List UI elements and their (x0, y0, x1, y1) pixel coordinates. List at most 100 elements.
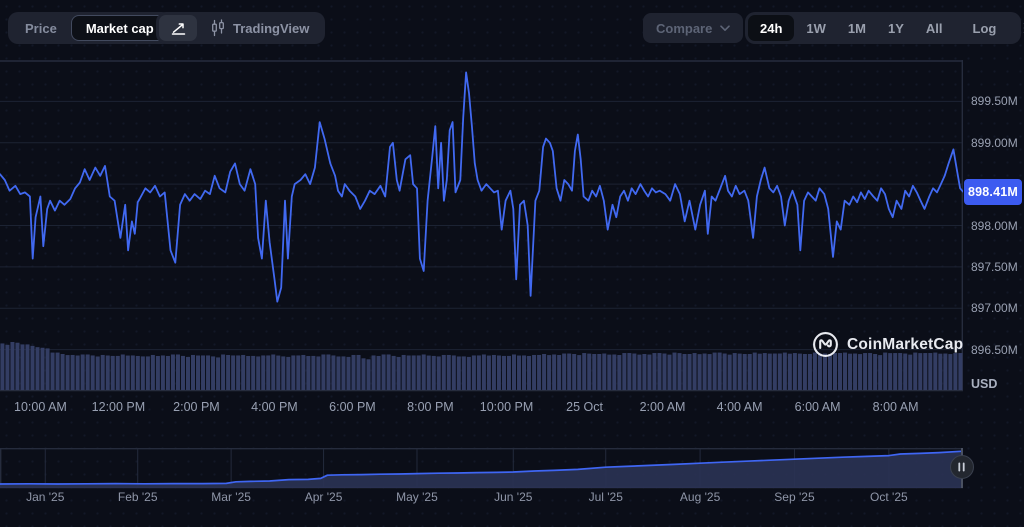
volume-bar (923, 353, 928, 390)
volume-bar (577, 355, 582, 390)
volume-bar (948, 354, 953, 390)
volume-bar (928, 353, 933, 390)
chart-type-toggle: TradingView (156, 12, 326, 44)
volume-bar (5, 344, 10, 390)
volume-bar (436, 356, 441, 390)
volume-bar (120, 354, 125, 390)
range-1m-button[interactable]: 1M (838, 15, 876, 41)
volume-bar (792, 353, 797, 390)
range-handle-circle[interactable] (950, 455, 974, 479)
volume-bar (471, 355, 476, 390)
volume-bar (903, 353, 908, 390)
tradingview-button[interactable]: TradingView (197, 15, 322, 41)
volume-bar (216, 357, 221, 390)
range-24h-button[interactable]: 24h (748, 15, 795, 41)
volume-bar (552, 354, 557, 390)
volume-bar (481, 354, 486, 390)
volume-bar (386, 354, 391, 390)
current-value-badge: 898.41M (964, 178, 1022, 205)
chevron-down-icon (720, 24, 731, 31)
volume-bar (366, 359, 371, 390)
volume-bar (822, 353, 827, 390)
mini-month-label: Apr '25 (304, 490, 343, 504)
volume-bar (125, 355, 130, 390)
volume-bar (547, 355, 552, 390)
volume-bar (45, 348, 50, 390)
volume-bar (888, 353, 893, 390)
volume-bar (883, 352, 888, 390)
volume-bar (160, 355, 165, 390)
volume-bar (672, 352, 677, 390)
mini-month-label: Aug '25 (679, 490, 721, 504)
range-1w-button[interactable]: 1W (796, 15, 836, 41)
volume-bar (55, 352, 60, 390)
volume-bar (105, 355, 110, 390)
volume-bar (421, 354, 426, 390)
volume-bar (702, 353, 707, 390)
market-cap-line-series (0, 71, 963, 303)
volume-bar (311, 355, 316, 390)
volume-bar (341, 356, 346, 390)
volume-bar (807, 354, 812, 390)
volume-bar (406, 355, 411, 390)
volume-bar (958, 353, 963, 390)
volume-bar (40, 347, 45, 390)
compare-button[interactable]: Compare (643, 13, 744, 43)
range-handle-grip (962, 462, 965, 472)
volume-bar (25, 344, 30, 390)
volume-bar (617, 355, 622, 390)
volume-bar (155, 356, 160, 390)
mini-month-label: Jan '25 (26, 490, 65, 504)
volume-bar (727, 354, 732, 390)
volume-bar (747, 354, 752, 390)
volume-bar (692, 353, 697, 390)
range-line-series (0, 450, 964, 485)
volume-bar (236, 355, 241, 390)
volume-bar (572, 354, 577, 390)
volume-bar (371, 355, 376, 390)
volume-bar (827, 354, 832, 390)
volume-bar (777, 353, 782, 390)
volume-bar (466, 356, 471, 390)
line-chart-button[interactable] (159, 15, 197, 41)
volume-bar (361, 358, 366, 390)
range-1y-button[interactable]: 1Y (878, 15, 914, 41)
volume-bar (607, 354, 612, 390)
volume-bar (135, 355, 140, 390)
volume-bar (190, 354, 196, 390)
volume-bar (501, 355, 506, 390)
volume-bar (70, 354, 75, 390)
range-handle[interactable] (950, 455, 974, 479)
volume-bar (562, 353, 567, 390)
volume-bar (782, 352, 787, 390)
volume-bar (246, 356, 251, 390)
volume-bar (241, 354, 246, 390)
volume-bar (722, 353, 727, 390)
volume-bar (843, 352, 848, 390)
range-all-button[interactable]: All (916, 15, 953, 41)
main-chart-canvas[interactable] (0, 60, 963, 392)
volume-bar (496, 355, 501, 390)
volume-bar (10, 342, 15, 390)
y-axis-tick-label: 899.00M (971, 135, 1018, 150)
range-handle-grip (958, 462, 961, 472)
volume-bar (853, 353, 858, 390)
volume-bar (286, 356, 291, 390)
y-axis-tick-label: 896.50M (971, 342, 1018, 357)
volume-bar (206, 355, 211, 390)
price-tab[interactable]: Price (11, 15, 71, 41)
volume-bar (527, 355, 532, 390)
range-selector-chart[interactable] (0, 448, 1024, 490)
volume-bar (356, 354, 361, 390)
market-cap-tab[interactable]: Market cap (70, 15, 169, 41)
volume-bar (331, 355, 336, 390)
candlestick-icon (212, 19, 224, 37)
volume-bar (938, 353, 943, 390)
volume-bar (185, 356, 190, 390)
log-scale-button[interactable]: Log (963, 15, 1007, 41)
volume-bar (346, 356, 351, 390)
chart-settings-button[interactable] (1016, 15, 1024, 41)
volume-bar (587, 353, 592, 390)
volume-bar (742, 354, 747, 390)
x-axis-tick-label: 12:00 PM (91, 400, 146, 414)
